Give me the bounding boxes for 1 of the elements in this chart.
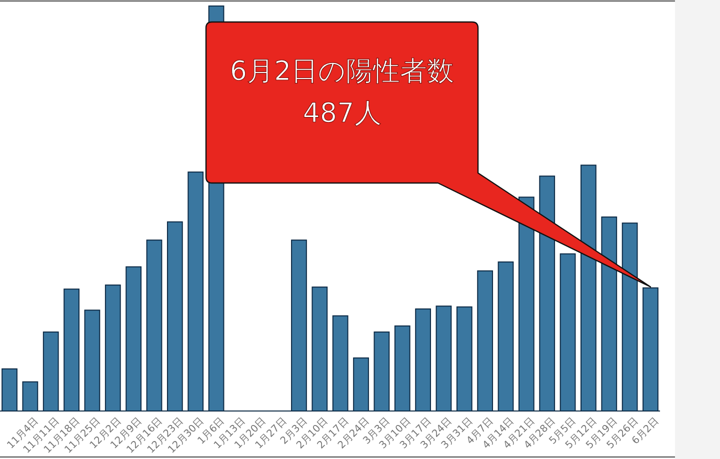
- annotation: 6月2日の陽性者数 487人: [230, 56, 454, 129]
